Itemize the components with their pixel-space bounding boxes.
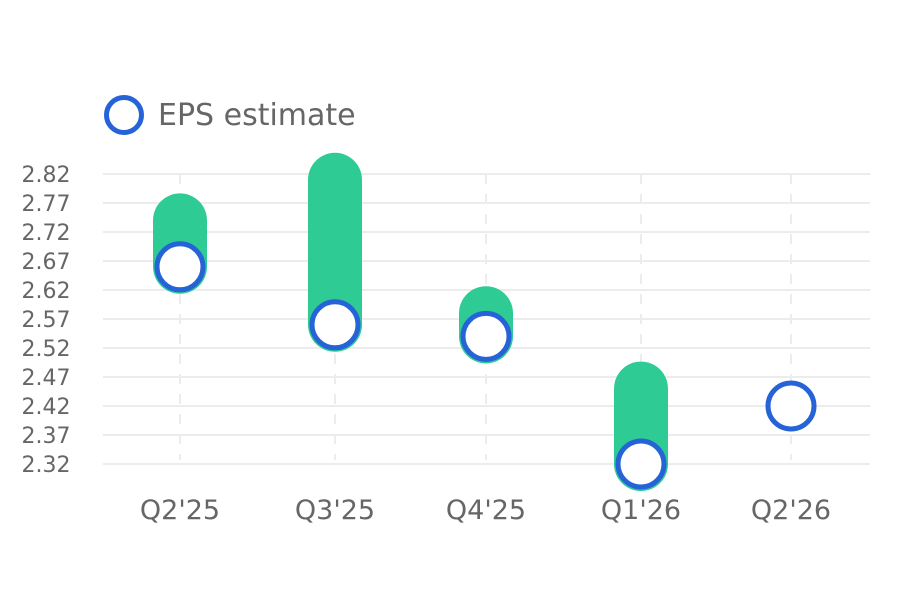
y-tick-label: 2.77 <box>22 192 71 217</box>
eps-estimate-marker <box>765 380 817 432</box>
x-tick-label: Q2'25 <box>140 495 220 526</box>
y-tick-label: 2.82 <box>22 163 71 188</box>
legend-label: EPS estimate <box>158 97 356 133</box>
eps-estimate-marker <box>460 310 512 362</box>
eps-estimate-marker <box>615 438 667 490</box>
y-tick-label: 2.57 <box>22 308 71 333</box>
eps-estimate-marker <box>309 299 361 351</box>
y-axis-ticks: 2.32 2.37 2.42 2.47 2.52 2.57 2.62 2.67 2.72 2.77… <box>22 163 71 478</box>
x-tick-label: Q4'25 <box>446 495 526 526</box>
y-tick-label: 2.72 <box>22 221 71 246</box>
eps-range-bar <box>308 152 362 352</box>
x-tick-label: Q2'26 <box>751 495 831 526</box>
y-tick-label: 2.42 <box>22 395 71 420</box>
y-tick-label: 2.47 <box>22 366 71 391</box>
estimate-markers <box>154 241 817 490</box>
eps-estimate-marker <box>154 241 206 293</box>
y-tick-label: 2.37 <box>22 424 71 449</box>
legend-circle-icon <box>104 95 144 135</box>
y-tick-label: 2.67 <box>22 250 71 275</box>
legend: EPS estimate <box>104 90 356 140</box>
x-tick-label: Q3'25 <box>295 495 375 526</box>
x-axis-ticks: Q2'25 Q3'25 Q4'25 Q1'26 Q2'26 <box>140 495 831 526</box>
y-tick-label: 2.62 <box>22 279 71 304</box>
y-tick-label: 2.32 <box>22 453 71 478</box>
y-tick-label: 2.52 <box>22 337 71 362</box>
x-tick-label: Q1'26 <box>601 495 681 526</box>
